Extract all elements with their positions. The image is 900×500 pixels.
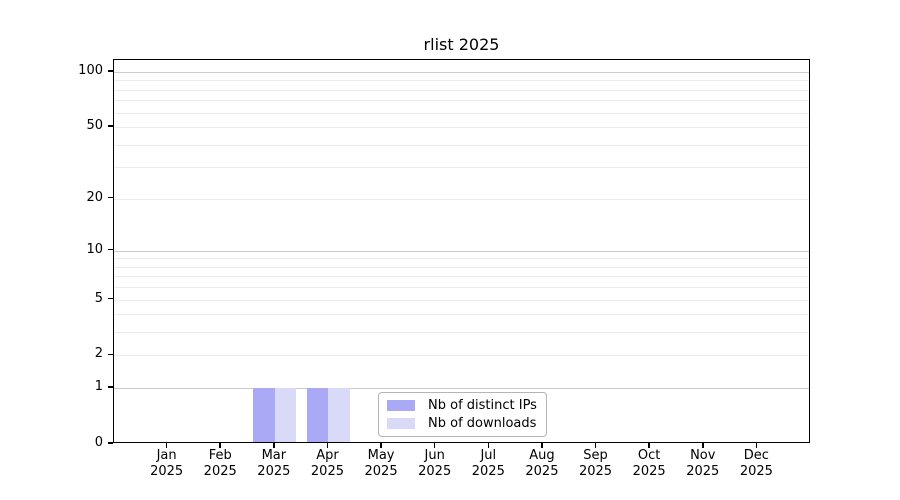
x-tick-mark-apr — [326, 443, 329, 448]
x-tick-label-aug: Aug 2025 — [510, 448, 574, 480]
x-tick-label-apr: Apr 2025 — [295, 448, 359, 480]
x-tick-year: 2025 — [686, 464, 720, 479]
y-tick-mark-0 — [108, 442, 113, 444]
gridline-minor-40 — [114, 144, 809, 146]
bar-nb-of-distinct-ips-apr — [307, 388, 329, 442]
y-tick-mark-10 — [108, 248, 113, 251]
legend: Nb of distinct IPs Nb of downloads — [378, 392, 547, 437]
x-tick-mark-dec — [755, 443, 758, 448]
y-tick-label-50: 50 — [86, 118, 103, 134]
gridline-minor-60 — [114, 112, 809, 114]
x-tick-label-feb: Feb 2025 — [188, 448, 252, 480]
x-tick-year: 2025 — [310, 464, 344, 479]
x-tick-year: 2025 — [471, 464, 505, 479]
x-tick-mark-mar — [273, 443, 275, 448]
gridline-major-10 — [114, 250, 809, 252]
x-tick-month: Jul — [480, 448, 497, 463]
y-tick-label-5: 5 — [94, 290, 103, 306]
bar-nb-of-downloads-mar — [274, 388, 297, 442]
legend-swatch-icon — [387, 400, 415, 411]
y-tick-label-0: 0 — [94, 435, 103, 450]
x-tick-month: Jun — [424, 448, 445, 463]
x-tick-month: Aug — [529, 448, 555, 463]
gridline-major-1 — [114, 388, 809, 390]
x-tick-label-oct: Oct 2025 — [617, 448, 681, 480]
gridline-minor-4 — [114, 314, 809, 316]
x-tick-label-may: May 2025 — [349, 448, 413, 480]
y-tick-label-2: 2 — [94, 346, 103, 362]
legend-swatch-icon — [387, 418, 415, 429]
x-tick-month: Nov — [690, 448, 716, 463]
y-tick-label-100: 100 — [78, 63, 103, 78]
y-tick-mark-1 — [108, 386, 113, 388]
y-tick-mark-100 — [108, 70, 113, 72]
y-tick-mark-50 — [108, 125, 113, 127]
gridline-minor-30 — [114, 167, 809, 169]
gridline-minor-70 — [114, 100, 809, 102]
x-tick-month: Feb — [208, 448, 232, 463]
x-tick-year: 2025 — [257, 464, 291, 479]
x-tick-label-nov: Nov 2025 — [671, 448, 735, 480]
x-tick-month: May — [367, 448, 395, 463]
x-tick-month: Sep — [583, 448, 608, 463]
x-tick-month: Oct — [637, 448, 661, 463]
x-tick-mark-feb — [219, 443, 221, 448]
gridline-minor-8 — [114, 266, 809, 268]
x-tick-month: Dec — [743, 448, 769, 463]
y-tick-mark-5 — [108, 297, 113, 300]
x-tick-year: 2025 — [632, 464, 666, 479]
gridline-minor-50 — [114, 127, 809, 129]
y-tick-label-1: 1 — [94, 379, 103, 395]
x-tick-month: Mar — [261, 448, 287, 463]
x-tick-month: Jan — [156, 448, 177, 463]
x-tick-year: 2025 — [203, 464, 237, 479]
x-tick-mark-may — [380, 443, 382, 448]
y-tick-mark-20 — [108, 196, 113, 199]
gridline-major-100 — [114, 72, 809, 73]
chart-title: rlist 2025 — [423, 35, 500, 54]
x-tick-mark-aug — [541, 443, 543, 448]
x-tick-label-sep: Sep 2025 — [564, 448, 628, 480]
plot-area — [113, 59, 810, 443]
bar-nb-of-distinct-ips-mar — [253, 388, 275, 442]
x-tick-label-mar: Mar 2025 — [242, 448, 306, 480]
x-tick-year: 2025 — [525, 464, 559, 479]
y-tick-label-10: 10 — [86, 241, 103, 257]
x-tick-label-jul: Jul 2025 — [456, 448, 520, 480]
x-tick-label-jun: Jun 2025 — [403, 448, 467, 480]
x-tick-mark-jan — [165, 443, 168, 448]
x-tick-mark-oct — [648, 443, 650, 448]
y-tick-label-20: 20 — [86, 189, 103, 205]
x-tick-year: 2025 — [418, 464, 452, 479]
y-tick-mark-2 — [108, 353, 113, 356]
gridline-minor-20 — [114, 198, 809, 200]
x-tick-year: 2025 — [739, 464, 773, 479]
x-tick-year: 2025 — [150, 464, 184, 479]
x-tick-mark-jul — [487, 443, 490, 448]
legend-item-label: Nb of distinct IPs — [428, 398, 537, 413]
gridline-minor-90 — [114, 80, 809, 82]
x-tick-mark-jun — [433, 443, 436, 448]
gridline-minor-2 — [114, 355, 809, 357]
x-tick-label-jan: Jan 2025 — [135, 448, 199, 480]
gridline-minor-3 — [114, 332, 809, 334]
gridline-minor-5 — [114, 299, 809, 301]
gridline-minor-9 — [114, 258, 809, 260]
x-tick-label-dec: Dec 2025 — [724, 448, 788, 480]
bar-nb-of-downloads-apr — [328, 388, 350, 442]
x-tick-year: 2025 — [364, 464, 398, 479]
gridline-minor-6 — [114, 287, 809, 289]
x-tick-year: 2025 — [578, 464, 613, 479]
legend-item-label: Nb of downloads — [428, 416, 537, 431]
x-tick-month: Apr — [316, 448, 339, 463]
x-tick-mark-sep — [594, 443, 597, 448]
gridline-minor-7 — [114, 276, 809, 278]
legend-item-nb-of-distinct-ips: Nb of distinct IPs — [387, 398, 537, 413]
gridline-minor-80 — [114, 89, 809, 91]
legend-item-nb-of-downloads: Nb of downloads — [387, 416, 537, 431]
x-tick-mark-nov — [702, 443, 704, 448]
